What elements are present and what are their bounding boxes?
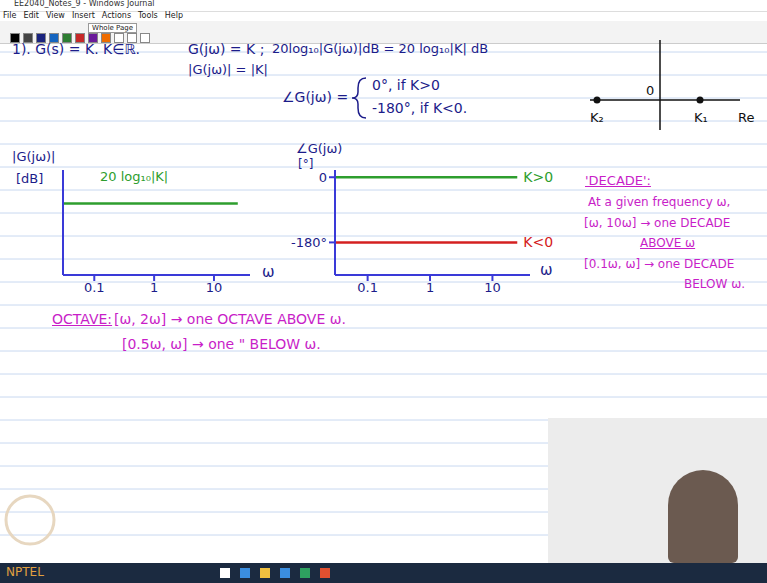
html-text:Tools: Tools [138, 11, 158, 20]
html-text:Insert: Insert [71, 11, 95, 20]
html-text:[dB]: [dB] [16, 171, 44, 186]
svg-text:0.1: 0.1 [357, 280, 378, 295]
html-text:Edit: Edit [23, 11, 39, 20]
html-text:0°, if K>0: 0°, if K>0 [372, 77, 440, 93]
svg-text:1: 1 [426, 280, 434, 295]
svg-text:0: 0 [646, 83, 654, 98]
html-text:20 log₁₀|K|: 20 log₁₀|K| [100, 169, 169, 184]
html-text:|G(jω)| = |K|: |G(jω)| = |K| [188, 62, 268, 77]
svg-text:10: 10 [484, 280, 501, 295]
html-text:20log₁₀|G(jω)|dB = 20 log₁₀|K|: 20log₁₀|G(jω)|dB = 20 log₁₀|K| dB [272, 41, 489, 56]
svg-text:0: 0 [319, 170, 327, 185]
html-text:∠G(jω) =: ∠G(jω) = [282, 89, 349, 105]
html-text:1). G(s) = K. K∈ℝ.: 1). G(s) = K. K∈ℝ. [12, 41, 140, 57]
html-text:BELOW ω.: BELOW ω. [684, 277, 746, 291]
html-text:|G(jω)|: |G(jω)| [12, 149, 56, 164]
svg-text:-180°: -180° [291, 235, 327, 250]
html-text:Whole Page: Whole Page [92, 24, 134, 32]
html-text:ABOVE ω: ABOVE ω [640, 236, 696, 250]
html-text:[0.5ω, ω] → one " BELOW ω.: [0.5ω, ω] → one " BELOW ω. [122, 336, 321, 352]
svg-text:1: 1 [150, 280, 158, 295]
svg-text:K>0: K>0 [523, 169, 553, 185]
html-text:File: File [3, 11, 17, 20]
svg-text:K₂: K₂ [590, 110, 604, 125]
html-text:ω: ω [540, 261, 553, 279]
html-text:View: View [45, 11, 65, 20]
html-text:∠G(jω): ∠G(jω) [296, 141, 343, 156]
html-text:Help: Help [164, 11, 183, 20]
html-text:'DECADE':: 'DECADE': [585, 173, 651, 188]
html-text:Actions: Actions [101, 11, 132, 20]
svg-text:10: 10 [206, 280, 223, 295]
svg-text:0.1: 0.1 [84, 280, 105, 295]
html-text:EE2040_Notes_9 - Windows Journ: EE2040_Notes_9 - Windows Journal [14, 0, 155, 8]
svg-text:K₁: K₁ [694, 110, 708, 125]
html-text:ω: ω [262, 263, 275, 281]
html-text:OCTAVE: [ω, 2ω] → one OCTAVE A: OCTAVE: [ω, 2ω] → one OCTAVE ABOVE ω. [52, 311, 346, 327]
html-text:-180°, if K<0.: -180°, if K<0. [372, 100, 468, 116]
html-text:[0.1ω, ω] → one DECADE: [0.1ω, ω] → one DECADE [584, 257, 735, 271]
svg-text:Re: Re [738, 110, 754, 125]
svg-text:K<0: K<0 [523, 234, 553, 250]
html-text:G(jω) = K ;: G(jω) = K ; [188, 41, 265, 57]
html-text:[ω, 10ω] → one DECADE: [ω, 10ω] → one DECADE [584, 216, 731, 230]
html-text:NPTEL: NPTEL [6, 565, 44, 579]
html-text:At a given frequency ω,: At a given frequency ω, [588, 195, 731, 209]
